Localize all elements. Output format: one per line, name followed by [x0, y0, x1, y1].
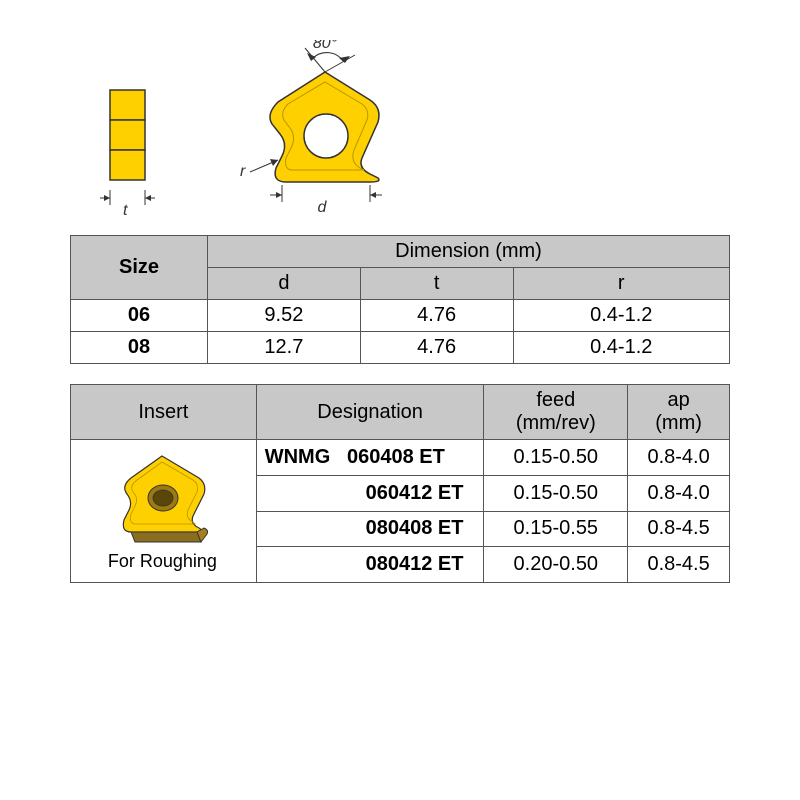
designation-value: 080408 ET [366, 517, 464, 539]
col-d: d [208, 268, 361, 300]
designation-value: 060408 ET [347, 446, 445, 468]
feed-header-l1: feed [536, 389, 575, 411]
size-header: Size [71, 236, 208, 300]
feed-header-l2: (mm/rev) [516, 412, 596, 434]
d-label: d [318, 199, 328, 216]
insert-icon [107, 450, 217, 545]
feed-cell: 0.15-0.55 [484, 511, 628, 547]
designation-value: 060412 ET [366, 482, 464, 504]
diagram-area: t 80° r [90, 40, 730, 225]
ap-header-l1: ap [667, 389, 689, 411]
feed-cell: 0.20-0.50 [484, 547, 628, 583]
col-t: t [360, 268, 513, 300]
insert-header: Insert [71, 385, 257, 440]
table-row: 06 9.52 4.76 0.4-1.2 [71, 300, 730, 332]
col-r: r [513, 268, 730, 300]
designation-prefix: WNMG [265, 446, 331, 468]
r-cell: 0.4-1.2 [513, 332, 730, 364]
t-cell: 4.76 [360, 300, 513, 332]
feed-cell: 0.15-0.50 [484, 440, 628, 476]
angle-label: 80° [313, 40, 338, 52]
designation-cell: WNMG 060408 ET [256, 440, 484, 476]
r-label: r [240, 163, 246, 180]
ap-cell: 0.8-4.5 [628, 547, 730, 583]
designation-table: Insert Designation feed (mm/rev) ap (mm) [70, 384, 730, 583]
size-cell: 06 [71, 300, 208, 332]
feed-cell: 0.15-0.50 [484, 475, 628, 511]
size-cell: 08 [71, 332, 208, 364]
dimension-table: Size Dimension (mm) d t r 06 9.52 4.76 0… [70, 235, 730, 364]
table-row: For Roughing WNMG 060408 ET 0.15-0.50 0.… [71, 440, 730, 476]
table-row: 08 12.7 4.76 0.4-1.2 [71, 332, 730, 364]
top-view-diagram: 80° r d [210, 40, 430, 225]
ap-cell: 0.8-4.0 [628, 475, 730, 511]
designation-value: 080412 ET [366, 553, 464, 575]
designation-header: Designation [256, 385, 484, 440]
ap-header-l2: (mm) [655, 412, 702, 434]
feed-header: feed (mm/rev) [484, 385, 628, 440]
insert-caption: For Roughing [79, 551, 246, 572]
t-label: t [123, 202, 128, 219]
ap-cell: 0.8-4.0 [628, 440, 730, 476]
ap-header: ap (mm) [628, 385, 730, 440]
t-cell: 4.76 [360, 332, 513, 364]
r-cell: 0.4-1.2 [513, 300, 730, 332]
d-cell: 9.52 [208, 300, 361, 332]
side-view-diagram: t [90, 80, 170, 225]
ap-cell: 0.8-4.5 [628, 511, 730, 547]
dimension-header: Dimension (mm) [208, 236, 730, 268]
d-cell: 12.7 [208, 332, 361, 364]
